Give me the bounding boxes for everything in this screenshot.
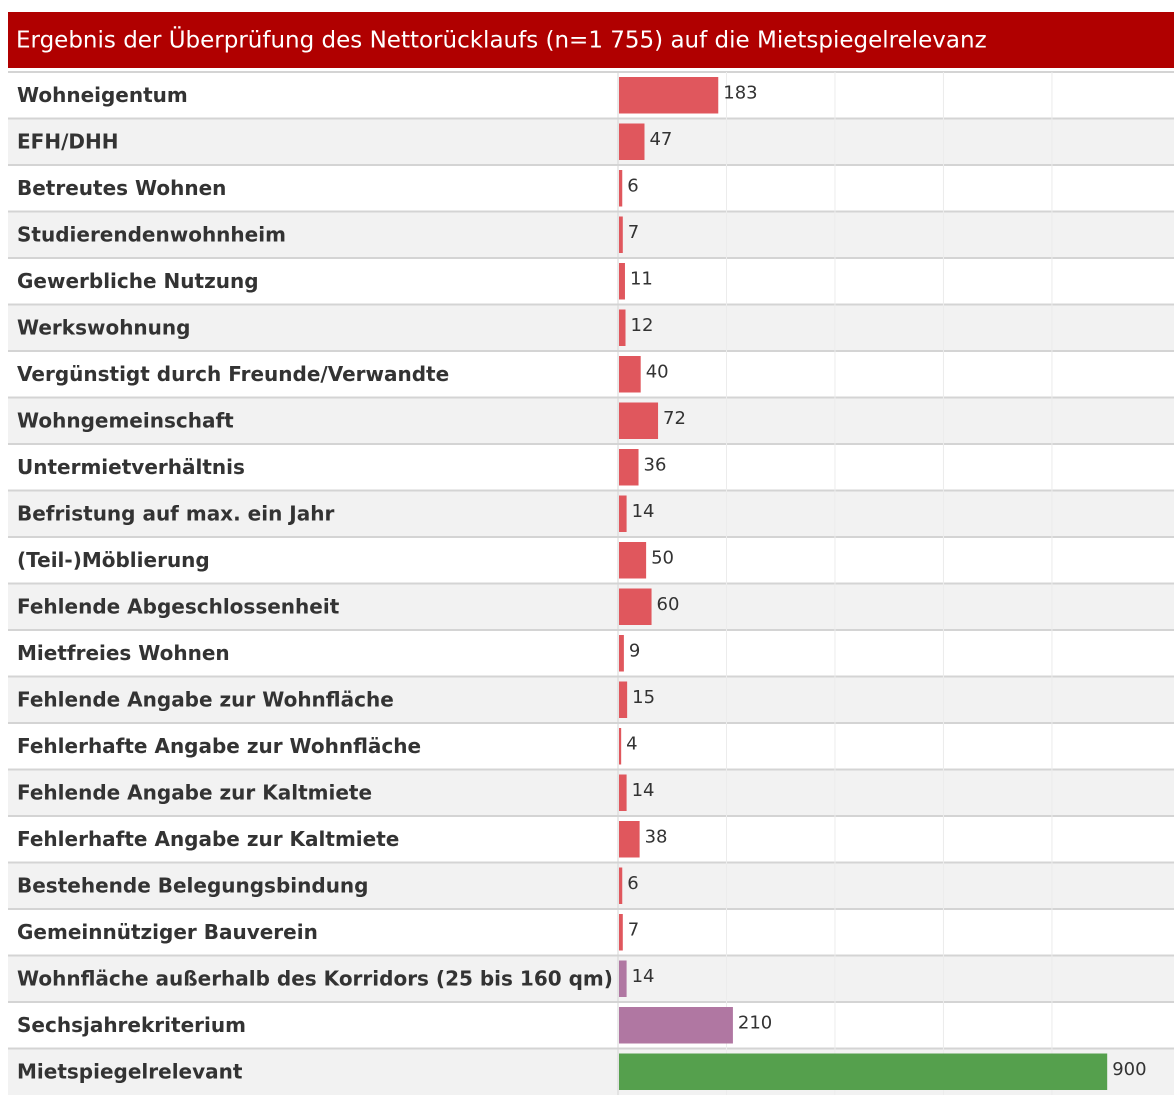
row-background — [8, 444, 1174, 491]
category-label: (Teil-)Möblierung — [17, 548, 210, 572]
bar — [619, 635, 624, 672]
bar — [619, 356, 641, 393]
bar — [619, 542, 647, 579]
bar — [619, 263, 625, 300]
value-label: 210 — [738, 1012, 772, 1033]
row-background — [8, 955, 1174, 1002]
row-background — [8, 630, 1174, 677]
row-background — [8, 537, 1174, 584]
bar — [619, 495, 627, 532]
category-label: Fehlende Abgeschlossenheit — [17, 594, 340, 618]
category-label: Werkswohnung — [17, 315, 190, 339]
row-background — [8, 304, 1174, 351]
category-label: Gemeinnütziger Bauverein — [17, 920, 318, 944]
value-label: 50 — [651, 547, 674, 568]
row-background — [8, 909, 1174, 956]
category-label: Wohneigentum — [17, 83, 188, 107]
value-label: 6 — [627, 175, 638, 196]
row-background — [8, 72, 1174, 119]
category-label: Betreutes Wohnen — [17, 176, 226, 200]
bar — [619, 123, 645, 160]
value-label: 72 — [663, 408, 686, 429]
bar — [619, 77, 719, 114]
chart-title: Ergebnis der Überprüfung des Nettorückla… — [16, 26, 987, 54]
category-label: Mietspiegelrelevant — [17, 1059, 243, 1083]
value-label: 11 — [630, 268, 653, 289]
row-background — [8, 211, 1174, 258]
bar — [619, 216, 623, 253]
category-label: Wohngemeinschaft — [17, 408, 234, 432]
value-label: 14 — [632, 780, 655, 801]
bar — [619, 588, 652, 625]
row-background — [8, 723, 1174, 770]
bar — [619, 914, 623, 951]
title-bar — [8, 12, 1174, 68]
value-label: 9 — [629, 640, 640, 661]
bar — [619, 774, 627, 811]
category-label: Vergünstigt durch Freunde/Verwandte — [17, 362, 449, 386]
bar — [619, 681, 628, 718]
category-label: Fehlende Angabe zur Kaltmiete — [17, 780, 372, 804]
bar — [619, 867, 623, 904]
category-label: EFH/DHH — [17, 129, 118, 153]
bar — [619, 728, 622, 765]
row-background — [8, 769, 1174, 816]
row-background — [8, 118, 1174, 165]
value-label: 7 — [628, 222, 639, 243]
bar — [619, 402, 659, 439]
category-label: Bestehende Belegungsbindung — [17, 873, 368, 897]
category-label: Fehlende Angabe zur Wohnfläche — [17, 687, 394, 711]
row-background — [8, 165, 1174, 212]
category-label: Studierendenwohnheim — [17, 222, 286, 246]
value-label: 14 — [632, 966, 655, 987]
bar — [619, 821, 640, 858]
category-label: Untermietverhältnis — [17, 455, 245, 479]
bar — [619, 1007, 733, 1044]
category-label: Fehlerhafte Angabe zur Wohnfläche — [17, 734, 421, 758]
value-label: 60 — [657, 594, 680, 615]
value-label: 183 — [723, 82, 757, 103]
row-background — [8, 676, 1174, 723]
bar — [619, 960, 627, 997]
category-label: Fehlerhafte Angabe zur Kaltmiete — [17, 827, 399, 851]
row-background — [8, 862, 1174, 909]
value-label: 900 — [1112, 1059, 1146, 1080]
category-label: Wohnfläche außerhalb des Korridors (25 b… — [17, 966, 613, 990]
row-background — [8, 816, 1174, 863]
bar — [619, 309, 626, 346]
row-background — [8, 258, 1174, 305]
row-background — [8, 583, 1174, 630]
row-background — [8, 1002, 1174, 1049]
value-label: 6 — [627, 873, 638, 894]
value-label: 40 — [646, 361, 669, 382]
value-label: 12 — [631, 315, 654, 336]
row-background — [8, 490, 1174, 537]
bar — [619, 1053, 1108, 1090]
value-label: 7 — [628, 919, 639, 940]
bar — [619, 449, 639, 486]
row-background — [8, 397, 1174, 444]
value-label: 36 — [644, 454, 667, 475]
category-label: Sechsjahrekriterium — [17, 1013, 246, 1037]
value-label: 15 — [632, 687, 655, 708]
category-label: Befristung auf max. ein Jahr — [17, 501, 334, 525]
bar — [619, 170, 623, 207]
category-label: Gewerbliche Nutzung — [17, 269, 259, 293]
row-background — [8, 351, 1174, 398]
category-label: Mietfreies Wohnen — [17, 641, 230, 665]
value-label: 47 — [649, 129, 672, 150]
value-label: 14 — [632, 501, 655, 522]
value-label: 38 — [645, 826, 668, 847]
value-label: 4 — [626, 733, 637, 754]
